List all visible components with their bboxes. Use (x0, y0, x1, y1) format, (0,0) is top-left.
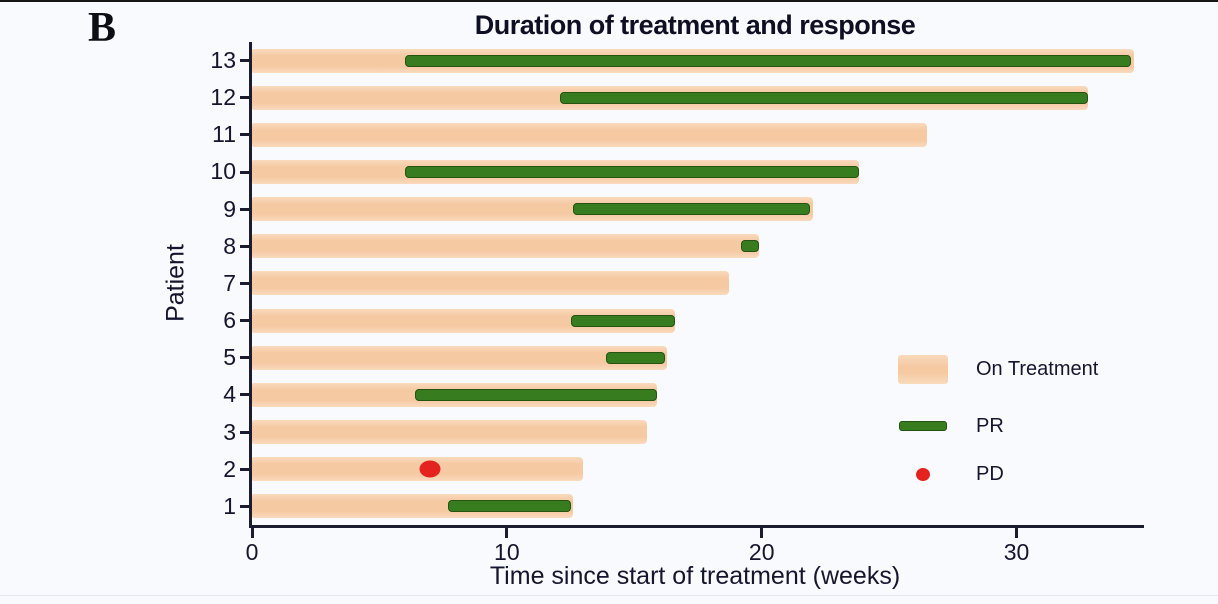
y-tick (240, 504, 249, 508)
y-tick (240, 133, 249, 137)
bar-on-treatment (252, 345, 668, 370)
y-tick (240, 59, 249, 63)
patient-row-6 (252, 302, 1144, 339)
y-tick (240, 356, 249, 360)
bar-pr (560, 91, 1088, 104)
legend-label-on-treatment: On Treatment (976, 357, 1099, 380)
patient-row-12 (252, 79, 1144, 116)
x-tick (1015, 528, 1019, 538)
x-tick-label: 10 (494, 539, 520, 565)
plot-area: 13 12 11 10 9 8 7 6 5 4 3 2 1 0 10 20 30 (210, 42, 1144, 565)
patient-row-11 (252, 116, 1144, 153)
x-tick-label: 0 (245, 539, 259, 565)
x-tick (250, 528, 254, 538)
y-tick (240, 207, 249, 211)
y-tick (240, 467, 249, 471)
pd-marker (419, 460, 441, 478)
chart-title: Duration of treatment and response (474, 10, 916, 40)
patient-row-7 (252, 265, 1144, 302)
bar-pr (448, 500, 571, 513)
patient-row-13 (252, 42, 1144, 79)
patient-row-2 (252, 451, 1144, 488)
legend: On Treatment PR PD (898, 340, 1098, 494)
y-tick (240, 170, 249, 174)
on-treatment-swatch (898, 354, 948, 384)
patient-row-9 (252, 191, 1144, 228)
legend-item-pr: PR (898, 398, 1098, 454)
x-tick (505, 528, 509, 538)
patient-tick-label: 12 (210, 84, 236, 111)
legend-item-on-treatment: On Treatment (898, 340, 1098, 398)
y-tick (240, 282, 249, 285)
bar-pr (606, 351, 665, 364)
legend-swatch-column (898, 354, 948, 384)
bar-on-treatment (252, 420, 648, 445)
bar-pr (404, 166, 859, 179)
bar-on-treatment (252, 457, 584, 482)
bar-pr (741, 240, 760, 253)
patient-tick-label: 8 (223, 232, 236, 259)
patient-row-3 (252, 414, 1144, 451)
pd-dot-swatch (916, 467, 930, 481)
legend-item-pd: PD (898, 454, 1098, 494)
bar-on-treatment (252, 271, 729, 296)
patient-row-8 (252, 228, 1144, 265)
patient-tick-label: 2 (223, 455, 236, 482)
patient-row-5 (252, 339, 1144, 376)
panel-label: B (88, 5, 117, 51)
y-tick (240, 393, 249, 397)
bar-pr (570, 314, 676, 327)
x-tick (760, 528, 764, 538)
y-tick (240, 319, 249, 323)
patient-row-1 (252, 488, 1144, 525)
x-axis-title: Time since start of treatment (weeks) (489, 562, 901, 590)
patient-tick-label: 13 (210, 47, 236, 73)
patient-tick-label: 11 (212, 121, 236, 148)
bottom-border-line (0, 595, 1218, 596)
patient-tick-label: 5 (223, 344, 236, 371)
legend-swatch-column (898, 421, 948, 431)
patient-tick-label: 10 (210, 158, 236, 185)
top-border-line (0, 0, 1218, 2)
bar-on-treatment (252, 234, 760, 259)
patient-row-10 (252, 153, 1144, 190)
patient-tick-label: 1 (223, 492, 236, 519)
bar-on-treatment (252, 122, 928, 147)
legend-label-pd: PD (976, 462, 1004, 485)
y-tick (240, 96, 249, 100)
bar-pr (573, 203, 811, 216)
patient-row-4 (252, 376, 1144, 413)
patient-tick-label: 3 (223, 418, 236, 445)
legend-label-pr: PR (976, 414, 1004, 437)
bar-pr (404, 54, 1132, 67)
pr-swatch (899, 421, 947, 431)
patient-tick-label: 7 (223, 269, 236, 296)
x-tick-label: 30 (1003, 539, 1030, 565)
x-tick-label: 20 (748, 539, 775, 565)
y-axis-title: Patient (161, 244, 190, 322)
bar-pr (415, 388, 658, 401)
patient-tick-label: 6 (223, 307, 236, 334)
patient-tick-label: 9 (223, 195, 236, 222)
patient-tick-label: 4 (223, 381, 236, 408)
y-tick (240, 244, 249, 248)
y-tick (240, 430, 249, 434)
legend-swatch-column (898, 467, 948, 481)
